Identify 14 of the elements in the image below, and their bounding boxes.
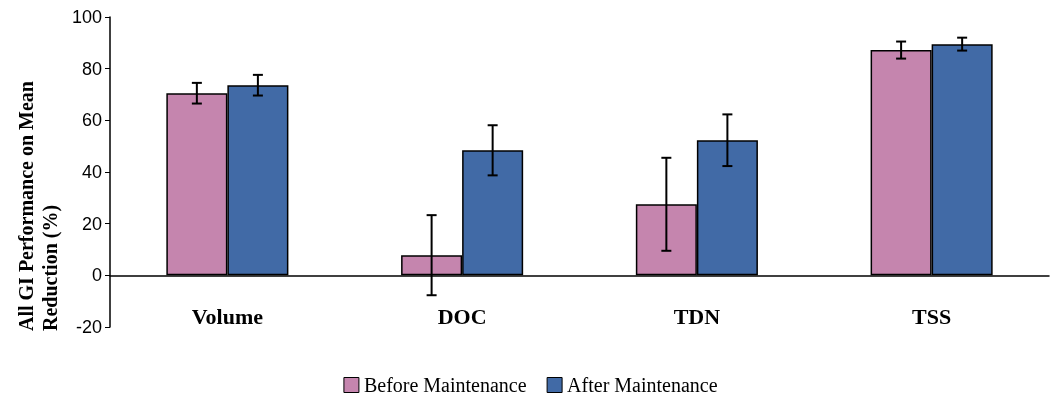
y-axis-title: All GI Performance on Mean Reduction (%)	[15, 76, 62, 331]
y-tick-label: 0	[91, 265, 102, 286]
x-tick-label: Volume	[191, 303, 264, 329]
legend-label: Before Maintenance	[363, 374, 527, 396]
y-tick-label: 80	[81, 58, 102, 79]
y-tick-label: 60	[81, 110, 102, 131]
x-tick-label: TSS	[912, 303, 952, 329]
legend-label: After Maintenance	[567, 374, 718, 396]
x-tick-label: DOC	[437, 303, 487, 329]
x-tick-label: TDN	[673, 303, 721, 329]
y-tick-label: -20	[75, 317, 102, 337]
y-tick-label: 40	[81, 162, 102, 182]
y-tick-label: 20	[81, 213, 102, 234]
y-tick-label: 100	[71, 7, 102, 27]
